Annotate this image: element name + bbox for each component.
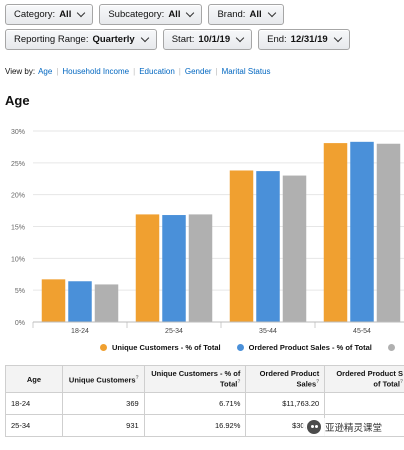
subcategory-dropdown-value: All: [168, 9, 181, 20]
filter-row-2: Reporting Range: Quarterly Start: 10/1/1…: [5, 29, 350, 50]
bar: [68, 281, 92, 322]
bar: [41, 279, 66, 322]
chevron-down-icon: [186, 8, 195, 18]
bar: [188, 214, 213, 322]
end-date-label: End:: [267, 34, 287, 45]
y-tick-label: 15%: [11, 225, 25, 232]
x-tick-label: 35-44: [259, 328, 277, 333]
legend-swatch: [100, 344, 107, 351]
chevron-down-icon: [333, 33, 342, 43]
bar: [162, 215, 186, 322]
brand-dropdown[interactable]: Brand: All: [208, 4, 284, 25]
category-dropdown-label: Category:: [14, 9, 56, 20]
view-by-separator: |: [133, 67, 136, 76]
legend-item-unique-customers[interactable]: Unique Customers - % of Total: [100, 343, 221, 352]
brand-dropdown-label: Brand:: [217, 9, 246, 20]
legend-swatch: [387, 344, 395, 351]
bar: [94, 284, 119, 322]
table-header-row: Age Unique Customers? Unique Customers -…: [5, 365, 404, 393]
view-by-separator: |: [178, 67, 181, 76]
bar: [376, 143, 401, 322]
chart-legend: Unique Customers - % of Total Ordered Pr…: [100, 343, 395, 352]
cell-unique-customers-pct: 6.71%: [143, 392, 247, 415]
chevron-down-icon: [140, 33, 149, 43]
bar: [282, 175, 307, 322]
legend-label: Ordered Product Sales - % of Total: [248, 343, 372, 352]
info-icon[interactable]: ?: [399, 379, 403, 386]
col-header-unique-customers-pct[interactable]: Unique Customers - % of Total?: [143, 365, 247, 393]
start-date-value: 10/1/19: [198, 34, 231, 45]
view-by-bar: View by: Age | Household Income | Educat…: [5, 67, 271, 76]
y-tick-label: 20%: [11, 193, 25, 200]
view-by-label: View by:: [5, 67, 36, 76]
start-date-dropdown[interactable]: Start: 10/1/19: [162, 29, 253, 50]
chevron-down-icon: [77, 8, 86, 18]
cell-age: 25-34: [5, 414, 63, 437]
chevron-down-icon: [235, 33, 245, 43]
reporting-range-value: Quarterly: [92, 34, 135, 45]
info-icon[interactable]: ?: [316, 379, 320, 386]
legend-item-ordered-product-sales[interactable]: Ordered Product Sales - % of Total: [236, 343, 372, 352]
x-tick-label: 18-24: [71, 328, 89, 333]
view-by-marital-status-link[interactable]: Marital Status: [221, 67, 271, 76]
cell-unique-customers: 369: [61, 392, 145, 415]
view-by-age-link[interactable]: Age: [38, 67, 53, 76]
cell-unique-customers: 931: [61, 414, 145, 437]
category-dropdown-value: All: [59, 9, 72, 20]
subcategory-dropdown-label: Subcategory:: [108, 9, 165, 20]
cell-age: 18-24: [5, 392, 63, 415]
end-date-dropdown[interactable]: End: 12/31/19: [258, 29, 350, 50]
info-icon[interactable]: ?: [135, 374, 139, 381]
legend-item-third-series[interactable]: [387, 343, 395, 352]
col-header-unique-customers[interactable]: Unique Customers?: [61, 365, 145, 393]
view-by-separator: |: [215, 67, 218, 76]
end-date-value: 12/31/19: [290, 34, 328, 45]
start-date-label: Start:: [171, 34, 195, 45]
age-bar-chart: 0% 5% 10% 15% 20% 25% 30% 18-24 25-34 35-44 45-54: [11, 129, 404, 333]
cell-ordered-product-sales: $11,763.20: [245, 392, 326, 415]
chevron-down-icon: [267, 8, 276, 18]
y-tick-label: 30%: [11, 129, 25, 136]
subcategory-dropdown[interactable]: Subcategory: All: [99, 4, 203, 25]
table-row: 18-24 369 6.71% $11,763.20: [5, 392, 404, 415]
legend-swatch: [236, 344, 244, 351]
x-tick-label: 45-54: [353, 328, 371, 333]
cell-unique-customers-pct: 16.92%: [143, 414, 247, 437]
x-tick-label: 25-34: [165, 328, 183, 333]
y-tick-label: 0%: [15, 320, 25, 327]
section-title: Age: [5, 93, 30, 108]
filter-row-1: Category: All Subcategory: All Brand: Al…: [5, 4, 284, 25]
bar: [229, 170, 254, 322]
view-by-education-link[interactable]: Education: [139, 67, 175, 76]
category-dropdown[interactable]: Category: All: [5, 4, 94, 25]
col-header-ordered-product-sales[interactable]: Ordered Product Sales?: [245, 365, 326, 393]
bar: [323, 143, 348, 322]
cell-ordered-product-sales-pct: [324, 392, 404, 415]
view-by-gender-link[interactable]: Gender: [184, 67, 212, 76]
bar: [256, 171, 280, 322]
reporting-range-dropdown[interactable]: Reporting Range: Quarterly: [5, 29, 157, 50]
info-icon[interactable]: ?: [237, 379, 241, 386]
y-tick-label: 10%: [11, 256, 25, 263]
watermark-logo: 亚逊精灵课堂: [303, 418, 387, 436]
view-by-separator: |: [56, 67, 59, 76]
bar: [350, 141, 374, 322]
reporting-range-label: Reporting Range:: [14, 34, 89, 45]
y-tick-label: 5%: [15, 288, 25, 295]
col-header-age[interactable]: Age: [5, 365, 63, 393]
watermark-text: 亚逊精灵课堂: [325, 423, 383, 434]
legend-label: Unique Customers - % of Total: [112, 343, 221, 352]
y-tick-label: 25%: [11, 161, 25, 168]
wechat-icon: [307, 420, 321, 434]
bar: [135, 214, 160, 322]
brand-dropdown-value: All: [249, 9, 262, 20]
view-by-household-income-link[interactable]: Household Income: [62, 67, 130, 76]
col-header-ordered-product-sales-pct[interactable]: Ordered Product S of Total?: [324, 365, 404, 393]
